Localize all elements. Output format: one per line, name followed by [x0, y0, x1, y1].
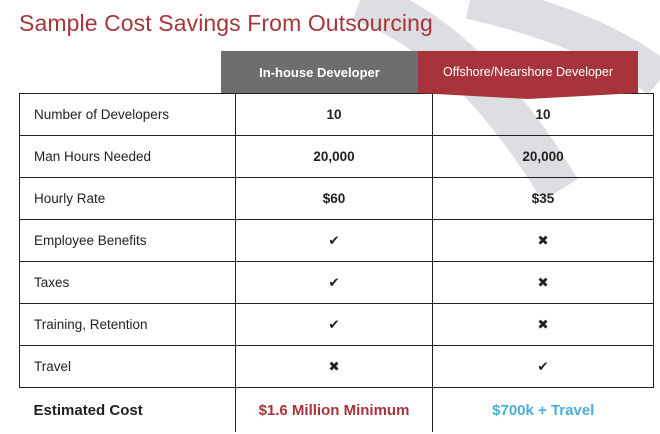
row-label: Training, Retention — [19, 303, 236, 346]
cross-icon: ✖ — [432, 303, 654, 346]
offshore-value: $35 — [432, 177, 654, 220]
offshore-column-header: Offshore/Nearshore Developer — [443, 65, 613, 79]
row-label: Taxes — [19, 261, 236, 304]
table-row: Hourly Rate $60 $35 — [19, 177, 654, 220]
page-title: Sample Cost Savings From Outsourcing — [19, 10, 433, 36]
row-label: Number of Developers — [19, 93, 236, 136]
table-row: Number of Developers 10 10 — [19, 93, 654, 136]
table-row: Training, Retention ✔ ✖ — [19, 303, 654, 346]
offshore-value: 20,000 — [432, 135, 654, 178]
total-label: Estimated Cost — [19, 387, 236, 432]
row-label: Man Hours Needed — [19, 135, 236, 178]
total-row: Estimated Cost $1.6 Million Minimum $700… — [19, 387, 654, 432]
inhouse-value: $60 — [235, 177, 433, 220]
table-row: Man Hours Needed 20,000 20,000 — [19, 135, 654, 178]
cross-icon: ✖ — [235, 345, 433, 388]
offshore-total: $700k + Travel — [492, 401, 595, 419]
check-icon: ✔ — [235, 219, 433, 262]
table-row: Taxes ✔ ✖ — [19, 261, 654, 304]
inhouse-value: 10 — [235, 93, 433, 136]
table-row: Travel ✖ ✔ — [19, 345, 654, 388]
check-icon: ✔ — [235, 303, 433, 346]
check-icon: ✔ — [432, 345, 654, 388]
inhouse-column-header: In-house Developer — [221, 51, 418, 93]
check-icon: ✔ — [235, 261, 433, 304]
row-label: Hourly Rate — [19, 177, 236, 220]
cross-icon: ✖ — [432, 261, 654, 304]
offshore-header-banner — [418, 51, 638, 99]
row-label: Travel — [19, 345, 236, 388]
row-label: Employee Benefits — [19, 219, 236, 262]
cross-icon: ✖ — [432, 219, 654, 262]
inhouse-value: 20,000 — [235, 135, 433, 178]
cost-comparison-table: Number of Developers 10 10 Man Hours Nee… — [19, 93, 654, 432]
table-row: Employee Benefits ✔ ✖ — [19, 219, 654, 262]
inhouse-total: $1.6 Million Minimum — [235, 387, 433, 432]
